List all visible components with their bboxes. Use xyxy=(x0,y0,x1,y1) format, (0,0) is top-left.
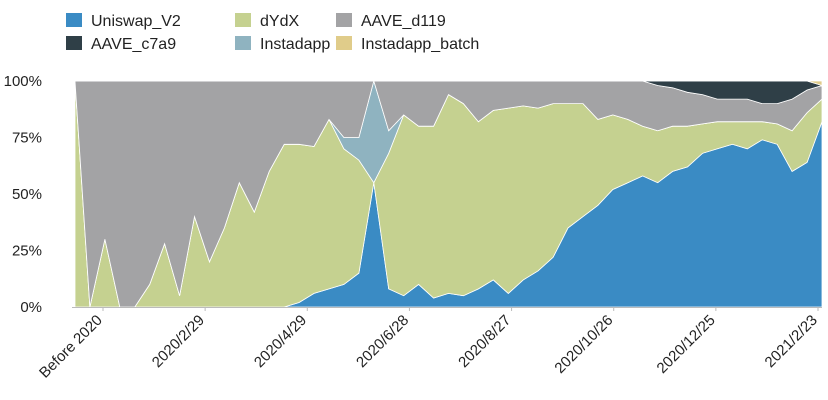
plot-area xyxy=(74,79,824,308)
x-tick-label: 2020/4/29 xyxy=(251,312,310,371)
legend-swatch xyxy=(235,36,251,50)
legend-item-aave-d119[interactable]: AAVE_d119 xyxy=(336,13,446,30)
x-tick-label: 2020/8/27 xyxy=(455,312,514,371)
legend-label: Instadapp xyxy=(260,36,330,53)
x-tick-label: Before 2020 xyxy=(36,312,106,382)
legend-item-uniswap-v2[interactable]: Uniswap_V2 xyxy=(66,13,181,30)
legend-item-instadapp-batch[interactable]: Instadapp_batch xyxy=(336,36,479,53)
legend-label: AAVE_c7a9 xyxy=(91,36,176,53)
legend-swatch xyxy=(235,13,251,27)
y-tick-label: 0% xyxy=(20,299,42,316)
legend-swatch xyxy=(66,13,82,27)
y-tick-label: 50% xyxy=(12,186,42,203)
y-tick-label: 100% xyxy=(4,73,42,90)
y-tick-label: 75% xyxy=(12,130,42,147)
legend-swatch xyxy=(66,36,82,50)
legend: Uniswap_V2 dYdX AAVE_d119 AAVE_c7a9 Instadap… xyxy=(66,13,479,53)
x-tick-label: 2020/6/28 xyxy=(353,312,412,371)
x-tick-label: 2020/10/26 xyxy=(551,312,616,377)
legend-label: AAVE_d119 xyxy=(361,13,446,30)
y-tick-label: 25% xyxy=(12,243,42,260)
x-tick-label: 2020/12/25 xyxy=(654,312,719,377)
legend-item-aave-c7a9[interactable]: AAVE_c7a9 xyxy=(66,36,176,53)
legend-label: dYdX xyxy=(260,13,299,30)
legend-item-instadapp[interactable]: Instadapp xyxy=(235,36,330,53)
legend-item-dydx[interactable]: dYdX xyxy=(235,13,299,30)
legend-label: Instadapp_batch xyxy=(361,36,479,53)
area-instadapp-batch[interactable] xyxy=(75,80,823,87)
x-tick-label: 2021/2/23 xyxy=(762,312,821,371)
legend-swatch xyxy=(336,13,352,27)
x-tick-label: 2020/2/29 xyxy=(149,312,208,371)
legend-swatch xyxy=(336,36,352,50)
legend-label: Uniswap_V2 xyxy=(91,13,181,30)
